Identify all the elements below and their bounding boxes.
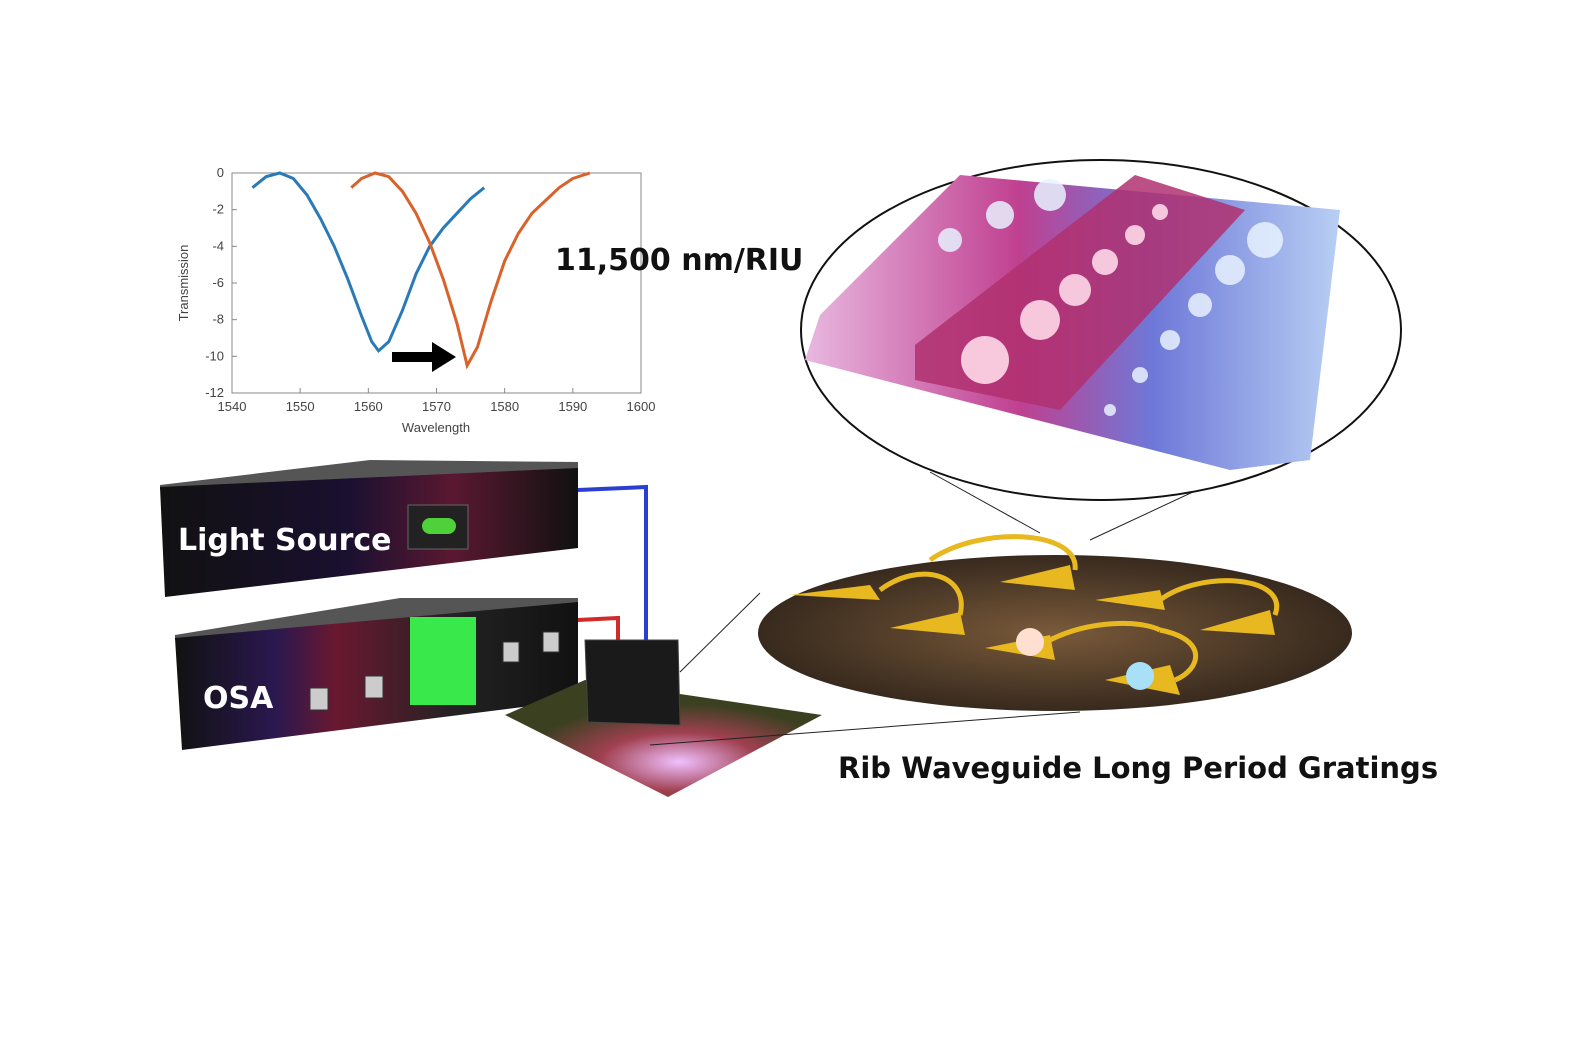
- glow: [1016, 628, 1044, 656]
- switch-light: [422, 518, 456, 534]
- shift-arrow: [392, 342, 456, 372]
- sample-stage: [505, 680, 822, 797]
- osa-knobs: [309, 631, 560, 711]
- x-tick-label: 1550: [286, 399, 315, 414]
- y-tick-label: -4: [212, 238, 224, 253]
- transmission-chart: Wavelength Transmission 1540 1550 1560 1570…: [176, 165, 655, 435]
- y-tick-label: -10: [205, 348, 224, 363]
- x-tick-label: 1590: [558, 399, 587, 414]
- x-tick-label: 1560: [354, 399, 383, 414]
- x-axis-label: Wavelength: [402, 420, 470, 435]
- glow: [1126, 662, 1154, 690]
- sample-holder: [584, 639, 681, 726]
- zoom-line: [649, 711, 1081, 746]
- zoom-line: [679, 592, 761, 673]
- grating-arcs: [878, 534, 1280, 683]
- series-line: [350, 171, 591, 370]
- side-spots: [938, 179, 1283, 416]
- series-line: [251, 171, 486, 354]
- zoom-line: [929, 471, 1041, 534]
- sensitivity-label: 11,500 nm/RIU: [555, 243, 803, 278]
- light-source-box: [160, 468, 578, 597]
- x-tick-label: 1570: [422, 399, 451, 414]
- x-tick-label: 1540: [218, 399, 247, 414]
- y-axis-label: Transmission: [176, 245, 191, 322]
- caption: Rib Waveguide Long Period Gratings: [838, 751, 1438, 785]
- chip-disc: [758, 555, 1352, 711]
- osa-label: OSA: [203, 681, 274, 716]
- y-tick-label: -6: [212, 275, 224, 290]
- y-tick-label: -8: [212, 312, 224, 327]
- x-tick-label: 1580: [490, 399, 519, 414]
- mode-spots: [961, 204, 1168, 384]
- y-tick-label: 0: [217, 165, 224, 180]
- x-tick-label: 1600: [627, 399, 656, 414]
- fiber-blue: [577, 484, 648, 672]
- osa-screen: [410, 617, 476, 705]
- light-source-label: Light Source: [178, 523, 392, 558]
- y-tick-label: -12: [205, 385, 224, 400]
- y-tick-label: -2: [212, 202, 224, 217]
